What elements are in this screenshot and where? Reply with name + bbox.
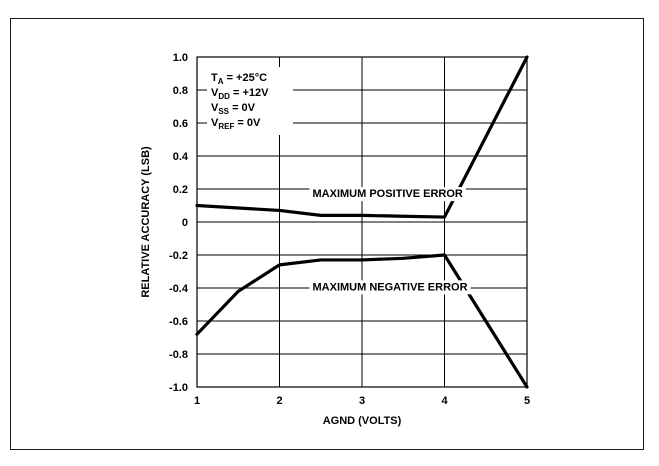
curve-label-background	[309, 280, 471, 295]
test-condition: VSS = 0V	[211, 102, 256, 116]
y-tick-label: 0.6	[173, 118, 188, 130]
curve-label-background	[309, 187, 466, 202]
conditions-background	[207, 67, 293, 135]
y-axis-title: RELATIVE ACCURACY (LSB)	[140, 146, 152, 298]
y-tick-label: 0.8	[173, 85, 188, 97]
test-condition: VREF = 0V	[211, 117, 261, 131]
x-tick-label: 4	[441, 395, 448, 407]
y-tick-label: -0.6	[169, 316, 188, 328]
tick-labels: 1.0 0.8 0.6 0.4 0.2 0 -0.2 -0.4 -0.6 -0.8 -1.0 1 2 3 4…	[169, 52, 530, 407]
x-tick-label: 1	[194, 395, 200, 407]
y-tick-label: 0.4	[173, 151, 189, 163]
x-tick-label: 3	[359, 395, 365, 407]
max-negative-error-label: MAXIMUM NEGATIVE ERROR	[313, 281, 468, 293]
figure-frame	[10, 18, 644, 450]
curve-labels: MAXIMUM POSITIVE ERROR MAXIMUM NEGATIVE E…	[309, 187, 471, 295]
y-tick-label: -0.4	[169, 283, 189, 295]
x-tick-label: 2	[276, 395, 282, 407]
x-tick-label: 5	[524, 395, 530, 407]
plot-area-border	[196, 56, 528, 388]
test-condition: TA = +25°C	[211, 72, 267, 86]
x-axis-title: AGND (VOLTS)	[323, 415, 402, 427]
y-tick-label: 0	[182, 217, 188, 229]
y-tick-label: -0.2	[169, 250, 188, 262]
y-tick-label: -0.8	[169, 349, 188, 361]
y-tick-label: 1.0	[173, 52, 188, 64]
test-condition: VDD = +12V	[211, 87, 269, 101]
series-lines	[195, 55, 529, 389]
max-positive-error-line	[195, 55, 529, 219]
y-tick-label: 0.2	[173, 184, 188, 196]
max-positive-error-label: MAXIMUM POSITIVE ERROR	[313, 188, 463, 200]
y-tick-label: -1.0	[169, 382, 188, 394]
max-negative-error-line	[195, 253, 529, 389]
